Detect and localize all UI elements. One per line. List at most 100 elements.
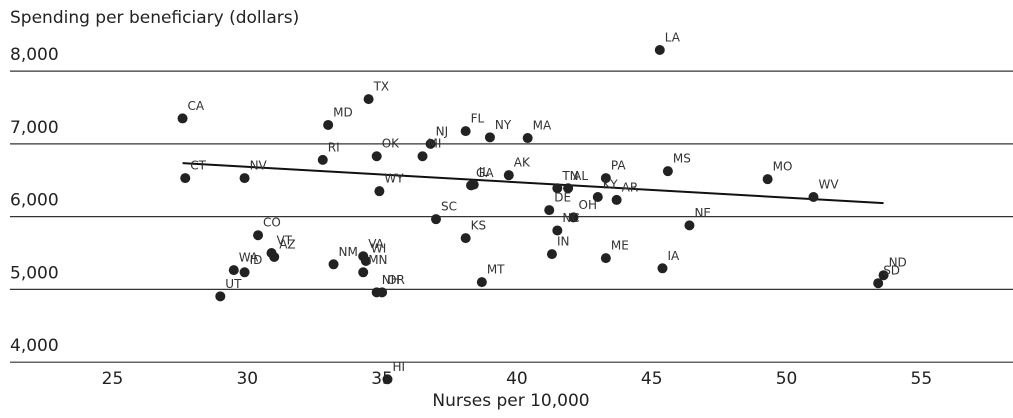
- point-label: NJ: [436, 124, 449, 138]
- point-label: WI: [371, 242, 386, 256]
- point: [431, 214, 442, 225]
- point-label: ME: [611, 239, 629, 253]
- point-label: AK: [514, 156, 531, 170]
- point-label: KY: [603, 177, 618, 191]
- trend-line: [182, 162, 884, 205]
- point-label: ND: [889, 256, 907, 270]
- point: [873, 278, 884, 289]
- point-label: MO: [773, 160, 793, 174]
- point: [253, 230, 264, 241]
- point: [269, 252, 280, 263]
- point: [239, 173, 250, 184]
- point: [215, 291, 226, 302]
- point-label: IL: [479, 165, 490, 179]
- point-label: OR: [387, 273, 405, 287]
- y-axis-label: Spending per beneficiary (dollars): [10, 8, 299, 28]
- point: [503, 170, 514, 181]
- point-label: AL: [573, 169, 588, 183]
- point: [228, 265, 239, 276]
- point-label: NM: [339, 245, 358, 259]
- point: [328, 259, 339, 270]
- y-tick-label: 8,000: [10, 45, 59, 65]
- point-label: SD: [883, 264, 900, 278]
- point-label: NV: [250, 159, 268, 173]
- point-label: MI: [428, 137, 442, 151]
- point: [363, 94, 374, 105]
- y-tick-label: 7,000: [10, 118, 59, 138]
- point-label: OK: [382, 137, 400, 151]
- point: [592, 191, 603, 202]
- point: [371, 151, 382, 162]
- point: [808, 191, 819, 202]
- y-tick-label: 4,000: [10, 336, 59, 356]
- point: [662, 166, 673, 177]
- point-label: LA: [665, 31, 681, 45]
- point-label: PA: [611, 159, 626, 173]
- point-label: MD: [333, 105, 353, 119]
- point: [546, 249, 557, 260]
- point: [425, 138, 436, 149]
- point-label: AZ: [279, 238, 295, 252]
- point: [484, 132, 495, 143]
- point: [552, 183, 563, 194]
- point-label: RI: [328, 140, 340, 154]
- point-label: IA: [667, 249, 680, 263]
- point-label: WV: [818, 177, 839, 191]
- point: [417, 151, 428, 162]
- point: [684, 220, 695, 231]
- point: [568, 212, 579, 223]
- point: [476, 277, 487, 288]
- point-label: NE: [694, 206, 711, 220]
- point: [460, 233, 471, 244]
- x-axis-label: Nurses per 10,000: [432, 391, 589, 411]
- x-tick-label: 50: [776, 369, 798, 389]
- x-tick-label: 30: [236, 369, 258, 389]
- point-label: KS: [471, 219, 487, 233]
- point: [654, 45, 665, 56]
- x-tick-label: 25: [102, 369, 124, 389]
- point-label: AR: [622, 180, 639, 194]
- point: [239, 267, 250, 278]
- point-label: SC: [441, 200, 457, 214]
- point-label: UT: [225, 277, 242, 291]
- point: [323, 119, 334, 130]
- point-label: CA: [188, 99, 205, 113]
- point-label: VT: [277, 234, 293, 248]
- point-label: GA: [476, 166, 494, 180]
- x-tick-label: 45: [641, 369, 663, 389]
- point: [382, 374, 393, 385]
- point-label: NY: [495, 118, 512, 132]
- point: [374, 186, 385, 197]
- point-label: CO: [263, 216, 281, 230]
- point: [358, 267, 369, 278]
- point: [762, 174, 773, 185]
- point-label: ID: [250, 253, 263, 267]
- point-label: FL: [471, 112, 485, 126]
- point: [657, 263, 668, 274]
- point: [600, 173, 611, 184]
- point-label: VA: [368, 237, 384, 251]
- point-label: NH: [382, 273, 400, 287]
- y-tick-label: 6,000: [10, 191, 59, 211]
- point: [522, 133, 533, 144]
- point-label: NC: [562, 211, 579, 225]
- point-label: MT: [487, 263, 505, 277]
- point: [460, 126, 471, 137]
- y-tick-label: 5,000: [10, 263, 59, 283]
- point: [468, 179, 479, 190]
- point-label: MS: [673, 152, 691, 166]
- x-tick-label: 55: [911, 369, 933, 389]
- point-label: DE: [554, 191, 571, 205]
- point: [611, 194, 622, 205]
- point: [544, 205, 555, 216]
- point-label: WA: [239, 251, 259, 265]
- point-label: IN: [557, 235, 570, 249]
- point-label: MN: [368, 253, 387, 267]
- point-label: TN: [561, 169, 578, 183]
- point: [600, 253, 611, 264]
- point-label: OH: [579, 198, 597, 212]
- point: [377, 287, 388, 298]
- point-label: HI: [392, 360, 405, 374]
- point: [177, 113, 188, 124]
